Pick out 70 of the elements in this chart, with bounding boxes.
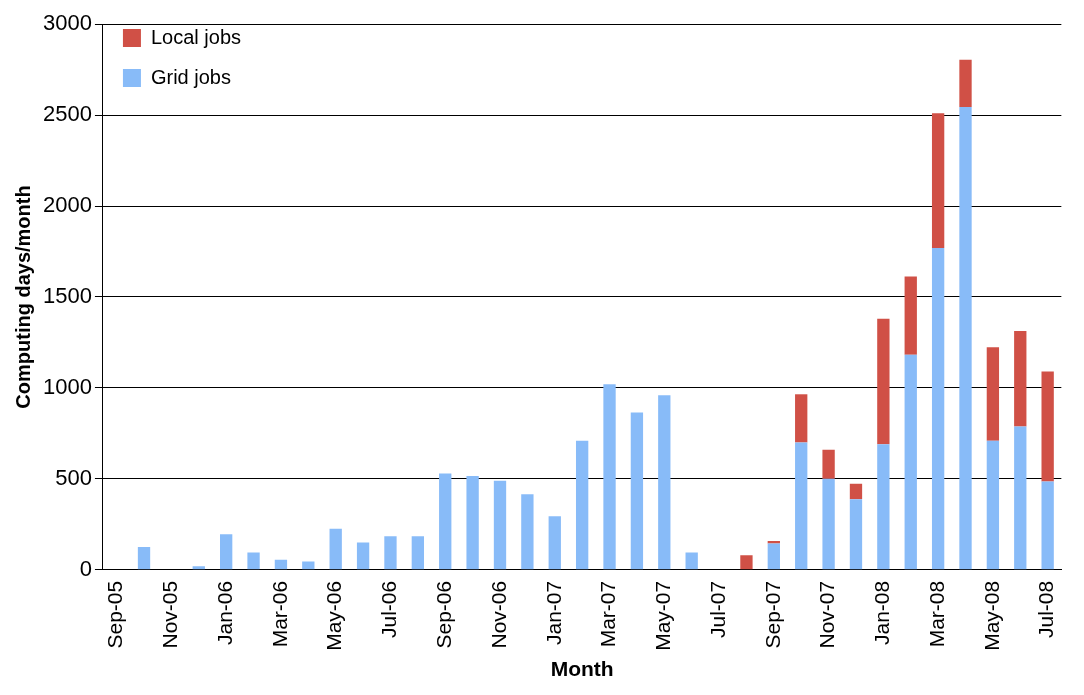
bar bbox=[931, 113, 945, 248]
bar bbox=[137, 547, 151, 570]
x-tick-label: Mar-08 bbox=[924, 580, 948, 648]
bar bbox=[740, 555, 753, 570]
x-tick-label: Sep-05 bbox=[103, 580, 127, 649]
x-tick-label: May-07 bbox=[651, 580, 675, 651]
bar bbox=[849, 483, 863, 500]
bar bbox=[630, 412, 644, 570]
bar bbox=[795, 394, 808, 443]
y-tick-label: 500 bbox=[55, 464, 92, 490]
bar bbox=[685, 552, 698, 570]
bar bbox=[1014, 426, 1027, 570]
bar bbox=[849, 499, 863, 570]
bar bbox=[411, 536, 425, 570]
bar bbox=[356, 542, 370, 570]
bar bbox=[548, 516, 561, 570]
bar bbox=[220, 534, 233, 570]
bar bbox=[575, 440, 589, 570]
bar bbox=[439, 473, 452, 570]
bar bbox=[192, 566, 205, 570]
x-tick-label: Nov-05 bbox=[158, 580, 182, 649]
y-tick-label: 3000 bbox=[42, 10, 92, 36]
y-tick-label: 1000 bbox=[42, 373, 92, 399]
bar bbox=[959, 59, 972, 107]
x-tick-label: May-06 bbox=[322, 580, 346, 651]
bar bbox=[1041, 371, 1054, 482]
legend-label: Local jobs bbox=[150, 25, 241, 48]
bar bbox=[822, 478, 835, 570]
bar bbox=[959, 106, 972, 570]
bar bbox=[329, 528, 342, 570]
bar bbox=[384, 536, 397, 570]
bar bbox=[521, 494, 534, 570]
x-tick-label: Sep-07 bbox=[760, 580, 784, 649]
x-tick-label: Mar-06 bbox=[267, 580, 291, 648]
bar bbox=[986, 440, 1000, 570]
bar bbox=[931, 247, 945, 570]
bar bbox=[822, 449, 835, 479]
x-tick-label: Jan-06 bbox=[212, 580, 236, 645]
x-tick-label: May-08 bbox=[979, 580, 1003, 651]
x-tick-label: Jan-08 bbox=[870, 580, 894, 645]
bar bbox=[658, 395, 671, 570]
x-tick-label: Jan-07 bbox=[541, 580, 565, 645]
y-tick-label: 2000 bbox=[42, 192, 92, 218]
x-tick-label: Nov-06 bbox=[486, 580, 510, 649]
bar bbox=[877, 444, 890, 570]
x-tick-label: Nov-07 bbox=[815, 580, 839, 649]
bar bbox=[274, 559, 288, 570]
bar bbox=[877, 318, 890, 445]
x-axis-title: Month bbox=[550, 657, 614, 681]
bar bbox=[493, 480, 507, 570]
bar bbox=[986, 347, 1000, 441]
bar bbox=[1014, 331, 1027, 427]
bar bbox=[466, 476, 479, 570]
bar bbox=[603, 384, 616, 570]
y-tick-label: 0 bbox=[79, 555, 92, 581]
x-tick-label: Mar-07 bbox=[596, 580, 620, 648]
y-tick-label: 1500 bbox=[42, 283, 92, 309]
x-tick-label: Jul-07 bbox=[705, 580, 729, 638]
legend-label: Grid jobs bbox=[150, 65, 231, 88]
bar bbox=[1041, 481, 1054, 570]
bar bbox=[767, 543, 780, 570]
x-tick-label: Jul-06 bbox=[377, 580, 401, 638]
bar bbox=[904, 354, 917, 570]
bar bbox=[795, 442, 808, 570]
y-axis-title: Computing days/month bbox=[11, 185, 34, 409]
x-tick-label: Jul-08 bbox=[1034, 580, 1058, 638]
bar bbox=[904, 276, 917, 355]
x-tick-label: Sep-06 bbox=[432, 580, 456, 649]
bar bbox=[247, 552, 260, 570]
y-tick-label: 2500 bbox=[42, 101, 92, 127]
